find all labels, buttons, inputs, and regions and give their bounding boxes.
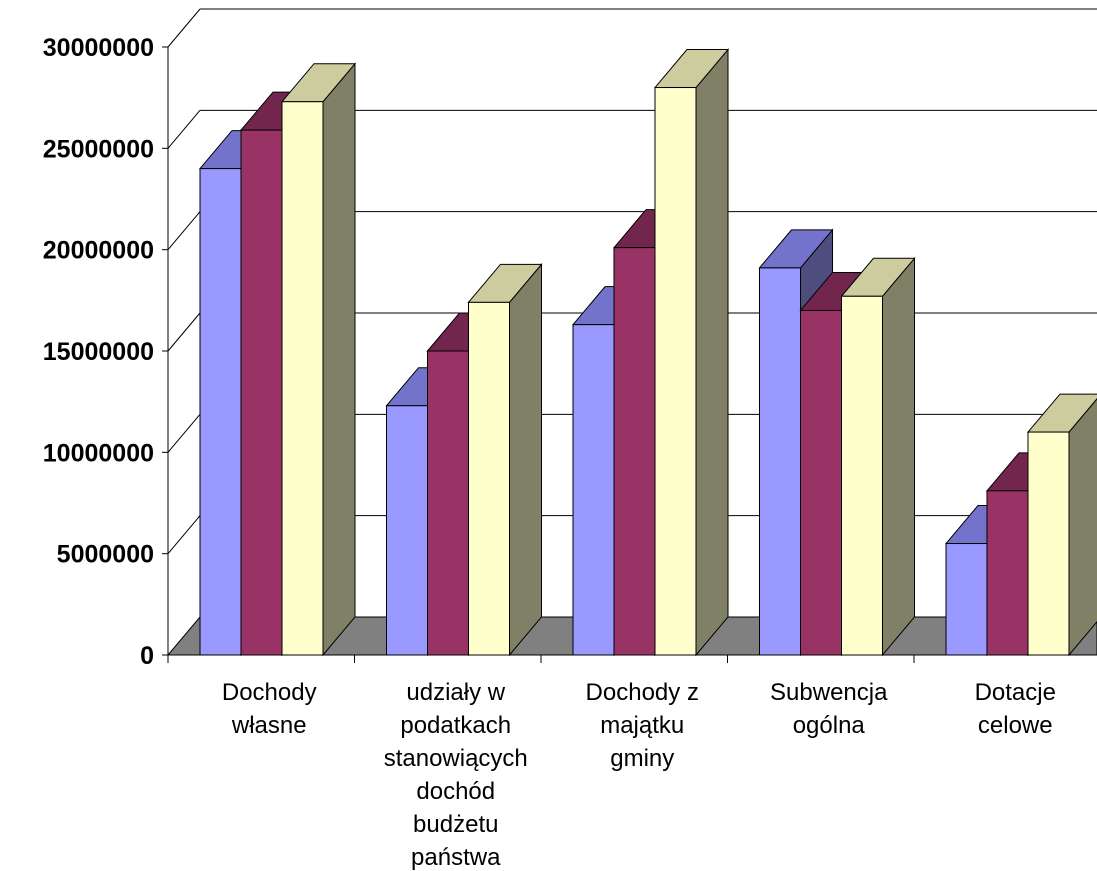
bar-0-2: [280, 62, 357, 657]
bar-front: [427, 350, 469, 656]
category-label-line: ogólna: [793, 712, 866, 739]
bar-2-2: [653, 48, 730, 657]
gridline-diagonal: [167, 211, 201, 250]
category-label: Dochody własne: [222, 679, 317, 739]
category-label-line: Dochody: [222, 679, 317, 706]
bar-front: [1027, 431, 1070, 656]
bar-1-2: [467, 262, 543, 657]
category-label-line: Dochody z: [586, 679, 699, 706]
category-label: Dochody z majątku gminy: [586, 679, 699, 772]
y-tick-label: 5000000: [57, 541, 154, 569]
category-label-line: gminy: [610, 745, 674, 772]
category-label-line: celowe: [978, 712, 1053, 739]
category-labels: Dochody własne udziały w podatkach stanowiąc…: [222, 679, 1056, 871]
bar-front: [759, 267, 801, 656]
bars: [198, 48, 1097, 657]
bar-side: [509, 262, 542, 657]
bar-front: [654, 87, 697, 656]
y-tick-label: 30000000: [43, 34, 154, 62]
bar-front: [841, 295, 883, 656]
bar-front: [468, 301, 510, 656]
category-label-line: Subwencja: [770, 679, 888, 706]
bar-side: [695, 48, 729, 657]
gridline-diagonal: [167, 515, 201, 554]
axes: [162, 46, 1097, 663]
category-label: Dotacje celowe: [975, 679, 1056, 739]
y-tick-label: 20000000: [43, 237, 154, 265]
category-label: udziały w podatkach stanowiących dochód budż…: [384, 679, 528, 871]
bar-front: [240, 129, 283, 656]
y-tick-label: 10000000: [43, 439, 154, 467]
category-label-line: dochód: [416, 778, 495, 805]
bar-side: [882, 256, 915, 657]
bar-front: [199, 168, 242, 656]
y-tick-label: 0: [140, 642, 154, 670]
category-label-line: Dotacje: [975, 679, 1056, 706]
bar-front: [986, 490, 1029, 656]
gridline-diagonal: [167, 110, 201, 149]
category-label-line: stanowiących: [384, 745, 528, 772]
bar-side: [1068, 398, 1097, 657]
bar-side: [322, 62, 356, 657]
category-label-line: udziały w: [406, 679, 505, 706]
bar-front: [281, 101, 324, 656]
bar-front: [386, 405, 428, 656]
bar-3-2: [840, 256, 916, 657]
bar-4-2: [1026, 393, 1097, 657]
bar-front: [572, 324, 615, 656]
gridline-diagonal: [167, 8, 201, 48]
bar-front: [800, 309, 842, 656]
gridline-diagonal: [167, 414, 201, 453]
category-label: Subwencja ogólna: [770, 679, 888, 739]
y-tick-label: 15000000: [43, 338, 154, 366]
category-label-line: państwa: [411, 844, 501, 871]
bar-front: [613, 247, 656, 656]
y-tick-labels: 0 5000000 10000000 15000000 20000000 25000000…: [43, 34, 154, 670]
category-label-line: majątku: [600, 712, 684, 739]
category-label-line: podatkach: [400, 712, 511, 739]
y-tick-label: 25000000: [43, 135, 154, 163]
category-label-line: własne: [231, 712, 307, 739]
bar-front: [945, 543, 988, 656]
category-label-line: budżetu: [413, 811, 498, 838]
gridline-diagonal: [167, 312, 201, 352]
